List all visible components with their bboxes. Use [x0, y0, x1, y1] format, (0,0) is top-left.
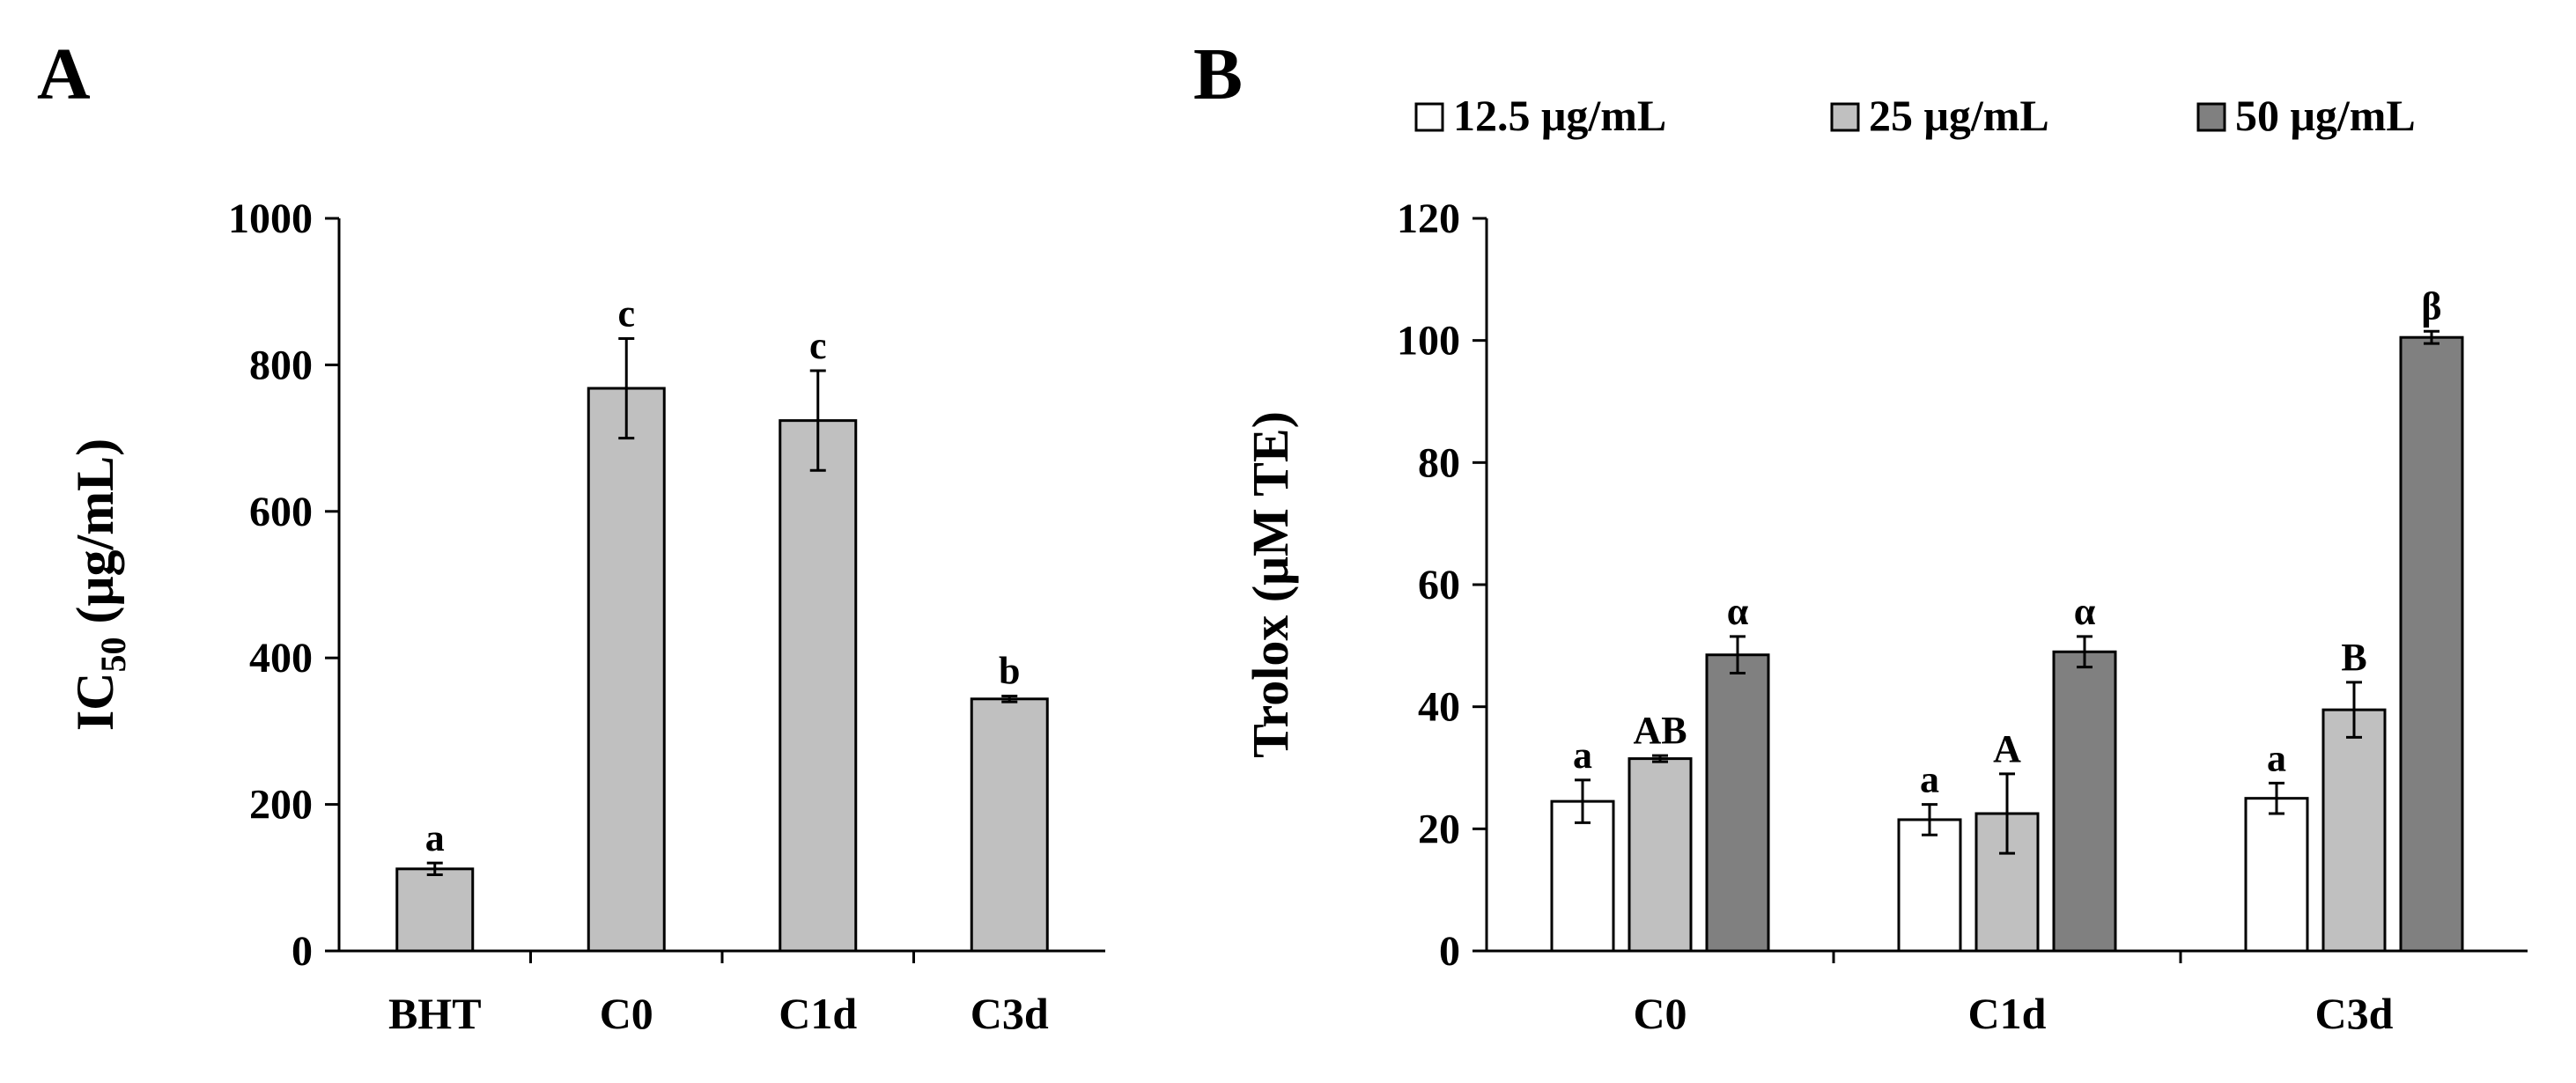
significance-letter-a-1: c: [617, 291, 635, 335]
bar-a-c1d: [779, 419, 858, 953]
bar-b-c3d-series-0: [2244, 797, 2309, 953]
y-axis-label-a: IC50 (μg/mL): [66, 438, 133, 731]
legend-swatch-1: [1830, 102, 1860, 132]
x-tick-label-a-3: C3d: [971, 989, 1049, 1038]
significance-letter-b-1-2: α: [2074, 590, 2096, 633]
bar-b-c1d-series-0: [1897, 818, 1962, 953]
bar-b-c0-series-2: [1705, 653, 1770, 953]
y-tick-label-a-5: 1000: [228, 195, 313, 242]
panel-label-b: B: [1193, 33, 1243, 115]
significance-letter-b-0-0: a: [1573, 733, 1592, 777]
y-tick-label-b-3: 60: [1418, 562, 1460, 608]
x-tick-label-a-0: BHT: [388, 989, 482, 1038]
legend-b: 12.5 μg/mL 25 μg/mL 50 μg/mL: [1414, 91, 2416, 140]
y-axis-label-a-unit: (μg/mL): [66, 438, 124, 637]
chart-a: 0 200 400 600 800 1000 IC50 (μg/mL) BHT a C0 c C1d c…: [66, 195, 1105, 1038]
significance-letter-b-2-2: β: [2421, 284, 2441, 328]
y-tick-label-b-5: 100: [1397, 318, 1460, 365]
significance-letter-b-1-1: A: [1993, 727, 2021, 770]
bar-b-c3d-series-2: [2399, 335, 2464, 953]
y-tick-label-a-2: 400: [249, 635, 313, 681]
y-axis-label-a-sub: 50: [93, 637, 133, 672]
x-tick-label-a-2: C1d: [779, 989, 857, 1038]
significance-letter-b-1-0: a: [1920, 758, 1939, 801]
significance-letter-b-0-1: AB: [1633, 709, 1687, 752]
bar-a-c0: [587, 387, 666, 953]
legend-label-2: 50 μg/mL: [2235, 91, 2416, 140]
y-tick-label-b-1: 20: [1418, 806, 1460, 852]
legend-label-1: 25 μg/mL: [1869, 91, 2049, 140]
significance-letter-b-2-0: a: [2267, 736, 2286, 779]
y-tick-label-a-4: 800: [249, 342, 313, 388]
significance-letter-a-0: a: [425, 816, 445, 859]
legend-swatch-0: [1414, 102, 1444, 132]
y-tick-label-b-2: 40: [1418, 684, 1460, 731]
y-tick-label-a-3: 600: [249, 489, 313, 535]
bar-b-c0-series-0: [1550, 799, 1615, 953]
significance-letter-a-3: b: [999, 649, 1020, 692]
legend-swatch-2: [2196, 102, 2226, 132]
bar-b-c1d-series-2: [2052, 650, 2117, 953]
y-tick-label-a-0: 0: [292, 928, 313, 975]
bar-b-c0-series-1: [1628, 757, 1693, 953]
significance-letter-b-0-2: α: [1727, 590, 1749, 633]
x-tick-label-b-1: C1d: [1968, 989, 2047, 1038]
significance-letter-b-2-1: B: [2341, 636, 2366, 679]
panel-label-a: A: [37, 33, 91, 115]
y-tick-label-b-6: 120: [1397, 195, 1460, 242]
y-axis-label-a-main: IC: [66, 672, 124, 731]
y-tick-label-b-0: 0: [1439, 928, 1460, 975]
legend-label-0: 12.5 μg/mL: [1453, 91, 1666, 140]
bar-b-c3d-series-1: [2321, 708, 2387, 953]
y-axis-label-b: Trolox (μM TE): [1242, 411, 1299, 758]
x-tick-label-b-2: C3d: [2315, 989, 2394, 1038]
x-tick-label-a-1: C0: [600, 989, 653, 1038]
x-tick-label-b-0: C0: [1633, 989, 1687, 1038]
significance-letter-a-2: c: [809, 324, 827, 367]
bar-a-bht: [395, 867, 475, 953]
y-tick-label-b-4: 80: [1418, 439, 1460, 486]
bar-a-c3d: [970, 697, 1049, 953]
y-tick-label-a-1: 200: [249, 782, 313, 829]
